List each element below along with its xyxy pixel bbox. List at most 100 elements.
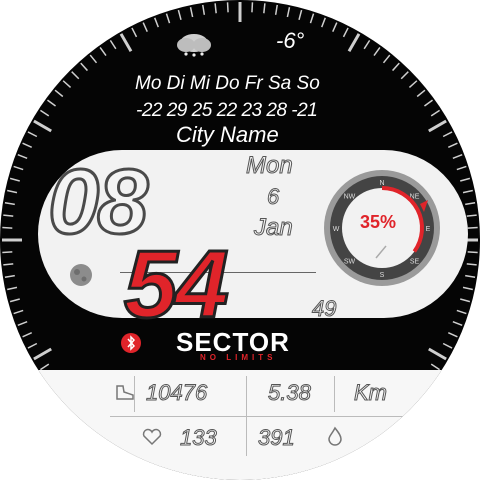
weekday: Mon bbox=[246, 152, 294, 180]
tick-mark bbox=[71, 71, 80, 80]
tick-mark bbox=[373, 47, 381, 56]
stats-vertical-divider-right bbox=[334, 376, 335, 412]
tick-mark bbox=[430, 109, 441, 117]
tick-mark bbox=[447, 332, 458, 338]
tick-mark bbox=[462, 189, 473, 194]
tick-mark bbox=[363, 39, 371, 50]
compass-label: W bbox=[333, 226, 340, 233]
tick-mark bbox=[22, 142, 33, 148]
tick-mark bbox=[27, 342, 38, 349]
month: Jan bbox=[254, 214, 294, 242]
tick-mark bbox=[456, 309, 467, 315]
tick-mark bbox=[7, 286, 18, 291]
tick-mark bbox=[13, 309, 24, 315]
tick-mark bbox=[47, 99, 56, 107]
tick-mark bbox=[456, 165, 467, 171]
tick-mark bbox=[452, 154, 463, 159]
tick-mark bbox=[465, 202, 476, 206]
heart-icon bbox=[142, 428, 162, 446]
tick-mark bbox=[89, 54, 98, 64]
tick-mark bbox=[2, 226, 13, 229]
tick-mark bbox=[27, 131, 38, 138]
tick-mark bbox=[33, 119, 52, 133]
compass-label: SW bbox=[344, 259, 356, 266]
moon-phase-icon bbox=[70, 264, 92, 286]
compass-dial: N NE E SE S SW W NW bbox=[324, 170, 440, 286]
city-name: City Name bbox=[176, 122, 279, 147]
compass-label: N bbox=[379, 180, 384, 187]
compass-label: E bbox=[426, 226, 431, 233]
minute-divider bbox=[120, 272, 316, 273]
tick-mark bbox=[467, 251, 478, 254]
distance-unit: Km bbox=[354, 380, 388, 406]
tick-mark bbox=[39, 363, 50, 371]
compass-label: S bbox=[380, 272, 385, 279]
tick-mark bbox=[119, 33, 133, 52]
tick-mark bbox=[3, 263, 14, 266]
tick-mark bbox=[332, 22, 338, 33]
tick-mark bbox=[460, 177, 471, 182]
tick-mark bbox=[309, 13, 315, 24]
day-of-month: 6 bbox=[266, 184, 280, 210]
forecast-days: Mo Di Mi Do Fr Sa So bbox=[135, 73, 320, 94]
shoe-icon bbox=[116, 385, 134, 400]
brand-tagline: NO LIMITS bbox=[200, 353, 277, 362]
bluetooth-icon bbox=[121, 333, 141, 353]
tick-mark bbox=[33, 347, 52, 361]
tick-mark bbox=[392, 62, 400, 72]
tick-mark bbox=[452, 321, 463, 326]
stats-divider bbox=[110, 416, 406, 417]
tick-mark bbox=[4, 274, 15, 278]
temperature: -6° bbox=[276, 28, 305, 53]
tick-mark bbox=[109, 39, 117, 50]
tick-mark bbox=[428, 347, 447, 361]
stats-vertical-divider bbox=[246, 376, 247, 456]
tick-mark bbox=[286, 7, 291, 18]
tick-mark bbox=[298, 9, 303, 20]
tick-mark bbox=[251, 2, 254, 13]
tick-mark bbox=[460, 298, 471, 303]
tick-mark bbox=[226, 2, 229, 13]
tick-mark bbox=[347, 33, 361, 52]
tick-mark bbox=[7, 189, 18, 194]
seconds: 49 bbox=[311, 296, 337, 322]
tick-mark bbox=[428, 119, 447, 133]
tick-mark bbox=[13, 165, 24, 171]
tick-mark bbox=[214, 3, 217, 14]
tick-mark bbox=[3, 214, 14, 217]
tick-mark bbox=[62, 80, 72, 88]
flame-icon bbox=[328, 426, 342, 446]
tick-mark bbox=[177, 9, 182, 20]
tick-mark bbox=[22, 332, 33, 338]
heart-rate: 133 bbox=[180, 425, 218, 451]
tick-mark bbox=[202, 4, 206, 15]
battery-arc bbox=[381, 186, 424, 253]
tick-mark bbox=[424, 99, 433, 107]
tick-mark bbox=[342, 27, 349, 38]
tick-mark bbox=[99, 47, 107, 56]
tick-mark bbox=[9, 298, 20, 303]
tick-mark bbox=[462, 286, 473, 291]
tick-mark bbox=[321, 17, 326, 28]
tick-mark bbox=[416, 89, 426, 98]
tick-mark bbox=[2, 251, 13, 254]
tick-mark bbox=[382, 54, 391, 64]
tick-mark bbox=[154, 17, 159, 28]
forecast-temps: -22 29 25 22 23 28 -21 bbox=[136, 100, 318, 121]
cloud-snow-icon bbox=[177, 34, 211, 57]
tick-mark bbox=[189, 7, 194, 18]
tick-mark bbox=[17, 321, 28, 326]
tick-mark bbox=[467, 226, 478, 229]
tick-mark bbox=[54, 89, 64, 98]
tick-mark bbox=[447, 142, 458, 148]
tick-mark bbox=[17, 154, 28, 159]
stats-vertical-divider-left bbox=[134, 376, 135, 412]
tick-mark bbox=[442, 342, 453, 349]
tick-mark bbox=[39, 109, 50, 117]
tick-mark bbox=[9, 177, 20, 182]
tick-mark bbox=[466, 263, 477, 266]
compass-needle-icon bbox=[420, 200, 428, 212]
tick-mark bbox=[400, 71, 409, 80]
tick-mark bbox=[442, 131, 453, 138]
calories: 391 bbox=[258, 425, 296, 451]
